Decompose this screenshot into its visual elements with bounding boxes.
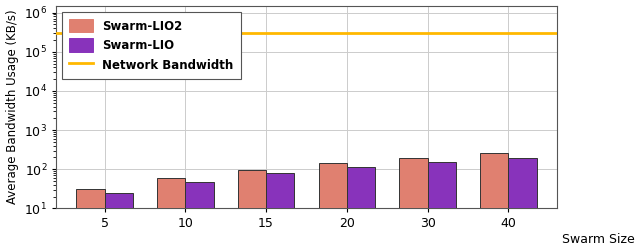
Legend: Swarm-LIO2, Swarm-LIO, Network Bandwidth: Swarm-LIO2, Swarm-LIO, Network Bandwidth	[62, 12, 241, 79]
Y-axis label: Average Bandwidth Usage (KB/s): Average Bandwidth Usage (KB/s)	[6, 10, 19, 204]
Bar	[347, 167, 375, 250]
Bar	[428, 162, 456, 250]
Bar	[399, 158, 428, 250]
Bar	[319, 164, 347, 250]
Bar	[266, 174, 294, 250]
Bar	[508, 158, 536, 250]
Bar	[186, 182, 214, 250]
Bar	[104, 193, 133, 250]
Bar	[76, 188, 104, 250]
Bar	[480, 153, 508, 250]
Bar	[157, 178, 186, 250]
Bar	[238, 170, 266, 250]
Text: Swarm Size: Swarm Size	[562, 233, 634, 246]
